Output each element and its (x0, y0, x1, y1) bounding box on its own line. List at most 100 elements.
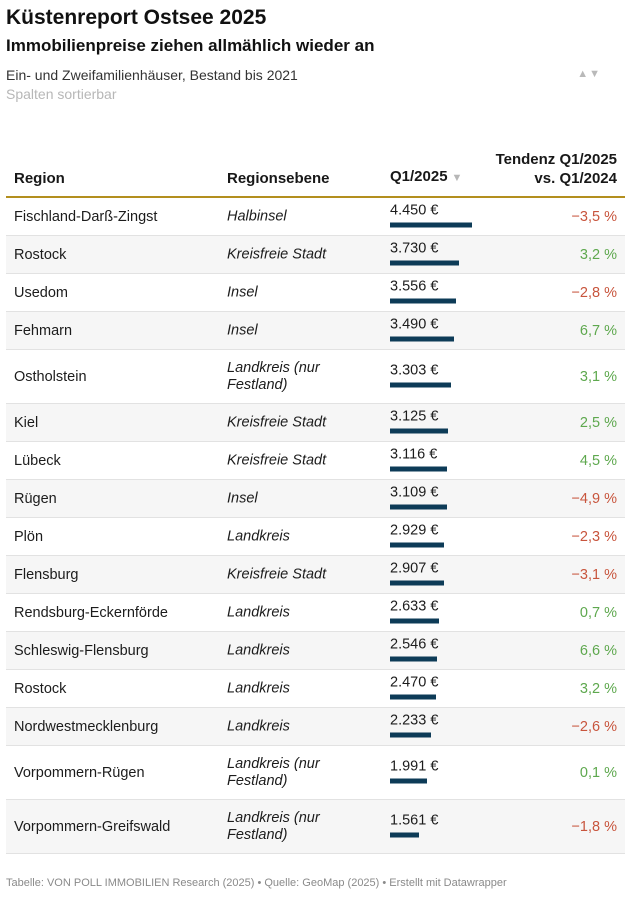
price-label: 4.450 € (390, 202, 439, 218)
region-cell: Lübeck (14, 452, 61, 469)
chart-subtitle: Immobilienpreise ziehen allmählich wiede… (6, 36, 375, 55)
region-cell: Rostock (14, 246, 67, 263)
price-label: 3.109 € (390, 484, 439, 500)
region-level-cell: Landkreis (227, 528, 290, 544)
table-row: Ostholstein Landkreis (nur Festland) 3.303… (6, 350, 625, 404)
column-header-q1[interactable]: Q1/2025 ▼ (390, 167, 462, 188)
trend-cell: 4,5 % (579, 452, 617, 469)
region-level-cell: Halbinsel (227, 208, 287, 224)
price-cell: 2.907 € (390, 560, 444, 585)
region-cell: Vorpommern-Rügen (14, 764, 145, 781)
chart-title: Küstenreport Ostsee 2025 (6, 6, 267, 29)
sort-down-icon[interactable]: ▼ (589, 68, 600, 80)
price-bar (390, 778, 427, 783)
table-row: Usedom Insel 3.556 € −2,8 % (6, 274, 625, 312)
chart-description: Ein- und Zweifamilienhäuser, Bestand bis… (6, 67, 298, 83)
price-label: 1.561 € (390, 812, 439, 828)
trend-cell: −2,3 % (571, 528, 617, 545)
price-cell: 3.490 € (390, 316, 454, 341)
table-row: Vorpommern-Rügen Landkreis (nur Festland)… (6, 746, 625, 800)
region-cell: Nordwestmecklenburg (14, 718, 159, 735)
price-cell: 2.233 € (390, 712, 438, 737)
column-header-region-label: Region (14, 170, 65, 187)
region-cell: Schleswig-Flensburg (14, 642, 149, 659)
price-label: 2.907 € (390, 560, 439, 576)
region-cell: Vorpommern-Greifswald (14, 818, 171, 835)
region-cell: Flensburg (14, 566, 79, 583)
price-label: 3.490 € (390, 316, 439, 332)
price-label: 2.929 € (390, 522, 439, 538)
table-row: Flensburg Kreisfreie Stadt 2.907 € −3,1 % (6, 556, 625, 594)
sort-note: Spalten sortierbar (6, 86, 117, 102)
region-level-cell: Kreisfreie Stadt (227, 566, 327, 582)
price-bar (390, 382, 451, 387)
region-level-cell: Landkreis (227, 642, 290, 658)
trend-cell: −1,8 % (571, 818, 617, 835)
price-label: 2.633 € (390, 598, 439, 614)
table-row: Plön Landkreis 2.929 € −2,3 % (6, 518, 625, 556)
price-bar (390, 504, 447, 509)
trend-cell: −4,9 % (571, 490, 617, 507)
price-bar (390, 618, 439, 623)
trend-cell: 0,7 % (579, 604, 617, 621)
sort-up-icon[interactable]: ▲ (577, 68, 589, 80)
price-label: 3.303 € (390, 362, 439, 378)
price-cell: 2.929 € (390, 522, 444, 547)
price-label: 2.546 € (390, 636, 439, 652)
column-header-trend[interactable]: Tendenz Q1/2025 vs. Q1/2024 (487, 150, 617, 188)
trend-cell: 3,2 % (579, 246, 617, 263)
price-cell: 3.730 € (390, 240, 459, 265)
price-bar (390, 222, 472, 227)
trend-cell: 6,6 % (579, 642, 617, 659)
table-row: Vorpommern-Greifswald Landkreis (nur Fest… (6, 800, 625, 854)
table-row: Lübeck Kreisfreie Stadt 3.116 € 4,5 % (6, 442, 625, 480)
price-label: 3.125 € (390, 408, 439, 424)
region-cell: Rendsburg-Eckernförde (14, 604, 168, 621)
column-header-region[interactable]: Region (14, 169, 65, 188)
region-level-cell: Kreisfreie Stadt (227, 452, 327, 468)
table-row: Rostock Landkreis 2.470 € 3,2 % (6, 670, 625, 708)
trend-cell: −3,1 % (571, 566, 617, 583)
region-cell: Kiel (14, 414, 39, 431)
price-bar (390, 298, 456, 303)
price-cell: 2.546 € (390, 636, 438, 661)
table-body: Fischland-Darß-Zingst Halbinsel 4.450 € −3,… (6, 198, 625, 854)
column-header-q1-label: Q1/2025 (390, 168, 448, 185)
region-level-cell: Insel (227, 322, 258, 338)
table-row: Schleswig-Flensburg Landkreis 2.546 € 6,6 % (6, 632, 625, 670)
price-bar (390, 732, 431, 737)
region-level-cell: Insel (227, 284, 258, 300)
region-cell: Fischland-Darß-Zingst (14, 208, 158, 225)
region-level-cell: Landkreis (nur Festland) (227, 359, 320, 393)
price-cell: 4.450 € (390, 202, 472, 227)
trend-cell: −2,6 % (571, 718, 617, 735)
price-bar (390, 336, 454, 341)
table-row: Rendsburg-Eckernförde Landkreis 2.633 € 0,7… (6, 594, 625, 632)
price-cell: 3.109 € (390, 484, 447, 509)
region-level-cell: Kreisfreie Stadt (227, 246, 327, 262)
price-bar (390, 694, 436, 699)
source-footer: Tabelle: VON POLL IMMOBILIEN Research (2… (6, 877, 507, 889)
price-label: 1.991 € (390, 758, 439, 774)
region-level-cell: Landkreis (nur Festland) (227, 809, 320, 843)
price-cell: 3.303 € (390, 362, 451, 387)
price-label: 3.730 € (390, 240, 439, 256)
trend-cell: 2,5 % (579, 414, 617, 431)
price-bar (390, 542, 444, 547)
price-cell: 2.470 € (390, 674, 438, 699)
column-header-level[interactable]: Regionsebene (227, 169, 330, 188)
table-row: Nordwestmecklenburg Landkreis 2.233 € −2,6 … (6, 708, 625, 746)
region-level-cell: Insel (227, 490, 258, 506)
region-cell: Rostock (14, 680, 67, 697)
table-row: Fehmarn Insel 3.490 € 6,7 % (6, 312, 625, 350)
price-cell: 2.633 € (390, 598, 439, 623)
price-bar (390, 656, 437, 661)
price-bar (390, 260, 459, 265)
region-level-cell: Landkreis (227, 604, 290, 620)
region-cell: Rügen (14, 490, 57, 507)
price-label: 3.556 € (390, 278, 439, 294)
region-cell: Ostholstein (14, 368, 87, 385)
sort-toggle[interactable]: ▲▼ (577, 68, 600, 80)
price-label: 2.233 € (390, 712, 439, 728)
